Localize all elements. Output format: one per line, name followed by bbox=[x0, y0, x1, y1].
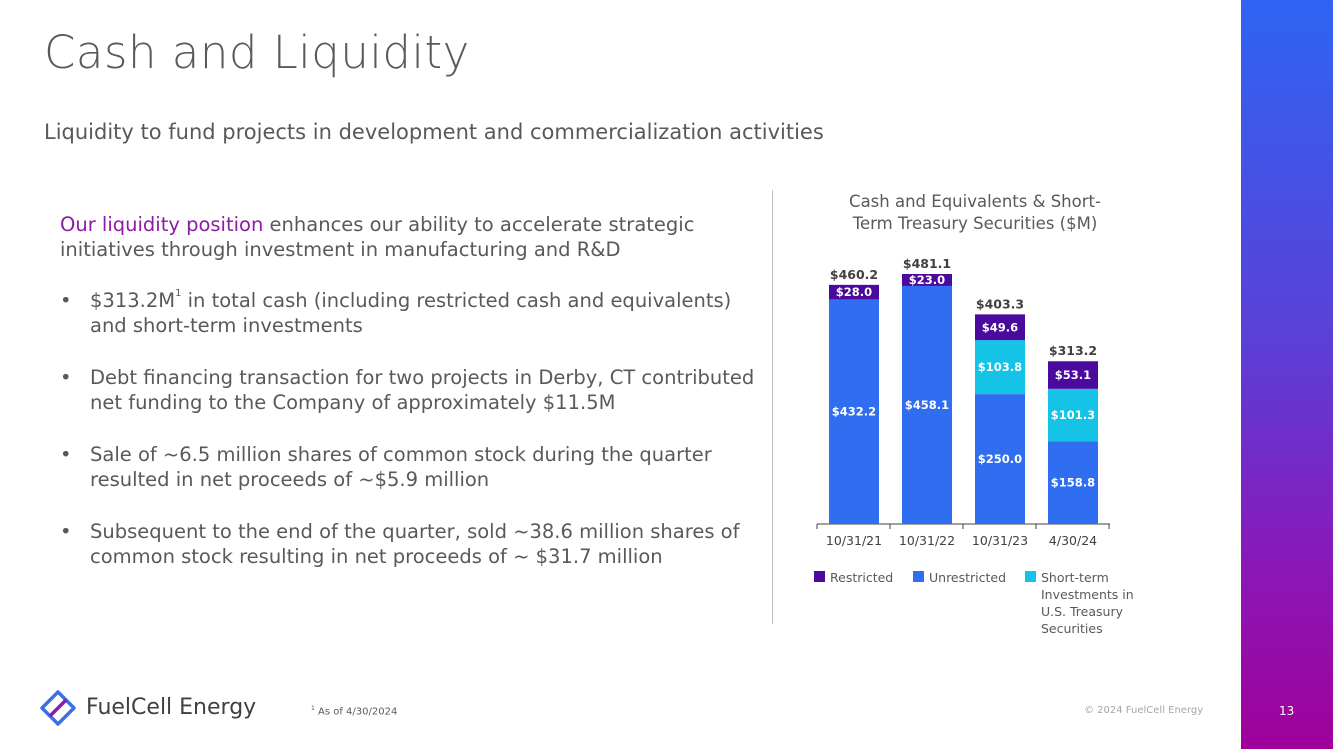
total-label: $460.2 bbox=[830, 267, 878, 282]
bar-segment-short_term bbox=[1048, 388, 1098, 442]
bullet-text: Debt financing transaction for two proje… bbox=[90, 366, 755, 414]
bar-segment-restricted bbox=[902, 274, 952, 286]
legend-label: Restricted bbox=[830, 570, 894, 585]
data-label: $53.1 bbox=[1055, 368, 1091, 382]
data-label: $458.1 bbox=[905, 398, 949, 412]
bullet-text: Subsequent to the end of the quarter, so… bbox=[90, 520, 740, 568]
intro-accent: Our liquidity position bbox=[60, 213, 264, 236]
intro-paragraph: Our liquidity position enhances our abil… bbox=[60, 212, 740, 262]
intro-text: enhances our ability to accelerate strat… bbox=[60, 213, 695, 261]
vertical-divider bbox=[772, 190, 773, 624]
page-subtitle: Liquidity to fund projects in developmen… bbox=[44, 120, 824, 144]
footnote-marker: 1 bbox=[175, 288, 182, 299]
bar-segment-restricted bbox=[975, 314, 1025, 341]
data-label: $103.8 bbox=[978, 360, 1022, 374]
bullet-item: Sale of ~6.5 million shares of common st… bbox=[60, 442, 760, 492]
bar-segment-restricted bbox=[829, 284, 879, 300]
x-tick-label: 4/30/24 bbox=[1049, 533, 1097, 548]
legend-swatch bbox=[1025, 571, 1036, 582]
bullet-item: Debt financing transaction for two proje… bbox=[60, 365, 760, 415]
x-tick-label: 10/31/23 bbox=[972, 533, 1028, 548]
bullet-list: $313.2M1 in total cash (including restri… bbox=[60, 288, 760, 596]
bar-segment-unrestricted bbox=[975, 394, 1025, 524]
legend-swatch bbox=[913, 571, 924, 582]
data-label: $250.0 bbox=[978, 452, 1022, 466]
data-label: $49.6 bbox=[982, 320, 1018, 334]
stacked-bar-chart: $432.2 $28.0 $460.2 10/31/21 $458.1 $23.0 $481… bbox=[816, 256, 1110, 548]
page-title: Cash and Liquidity bbox=[44, 26, 470, 79]
data-label: $158.8 bbox=[1051, 476, 1095, 490]
chart-title: Cash and Equivalents & Short-Term Treasu… bbox=[849, 192, 1101, 233]
legend-swatch bbox=[814, 571, 825, 582]
legend-label: Short-term Investments in U.S. Treasury … bbox=[1041, 570, 1134, 636]
bullet-item: Subsequent to the end of the quarter, so… bbox=[60, 519, 760, 569]
bullet-text: $313.2M bbox=[90, 289, 176, 312]
brand-name: FuelCell Energy bbox=[86, 695, 257, 720]
bullet-item: $313.2M1 in total cash (including restri… bbox=[60, 288, 760, 338]
bar-segment-restricted bbox=[1048, 361, 1098, 389]
bar-segment-unrestricted bbox=[829, 299, 879, 524]
bar-segment-unrestricted bbox=[902, 285, 952, 524]
data-label: $23.0 bbox=[909, 273, 945, 287]
footnote: 1 As of 4/30/2024 bbox=[311, 705, 397, 717]
x-tick-label: 10/31/22 bbox=[899, 533, 955, 548]
total-label: $481.1 bbox=[903, 256, 951, 271]
bullet-text: Sale of ~6.5 million shares of common st… bbox=[90, 443, 712, 491]
fuelcell-logo-icon bbox=[40, 690, 76, 726]
data-label: $28.0 bbox=[836, 285, 872, 299]
footnote-marker: 1 bbox=[311, 705, 315, 712]
bullet-text: in total cash (including restricted cash… bbox=[90, 289, 732, 337]
bar-segment-short_term bbox=[975, 340, 1025, 395]
total-label: $313.2 bbox=[1049, 343, 1097, 358]
copyright: © 2024 FuelCell Energy bbox=[1084, 705, 1204, 716]
page-number: 13 bbox=[1279, 704, 1295, 718]
total-label: $403.3 bbox=[976, 296, 1024, 311]
footnote-text: As of 4/30/2024 bbox=[314, 706, 398, 718]
x-tick-label: 10/31/21 bbox=[826, 533, 882, 548]
gradient-sidebar bbox=[1241, 0, 1333, 749]
data-label: $432.2 bbox=[832, 405, 876, 419]
bar-segment-unrestricted bbox=[1048, 441, 1098, 524]
data-label: $101.3 bbox=[1051, 408, 1095, 422]
legend-label: Unrestricted bbox=[929, 570, 1007, 585]
